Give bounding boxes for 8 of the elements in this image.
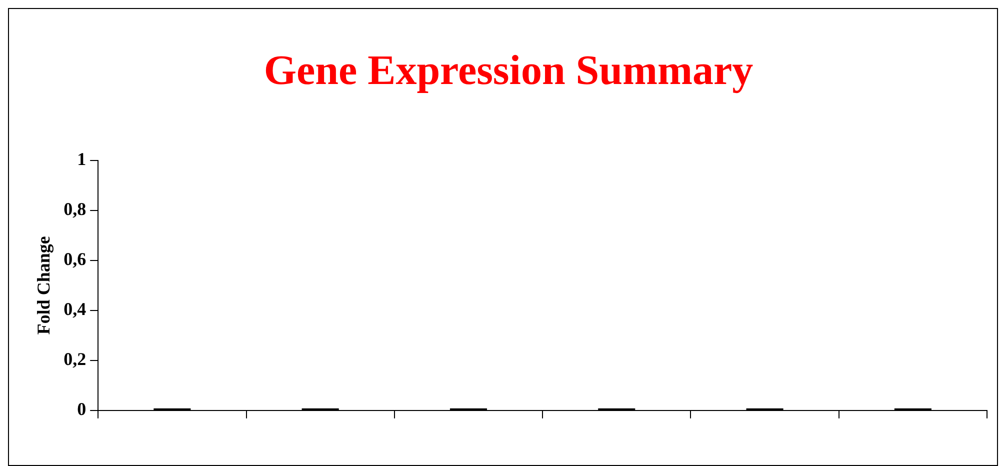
y-tick-label: 0,2 bbox=[64, 349, 86, 370]
y-tick-label: 0,4 bbox=[64, 299, 86, 320]
y-tick-label: 0 bbox=[77, 399, 86, 420]
y-axis-title: Fold Change bbox=[33, 236, 54, 335]
y-tick-label: 0,8 bbox=[64, 199, 86, 220]
y-tick-label: 1 bbox=[77, 149, 86, 170]
chart-title: Gene Expression Summary bbox=[264, 48, 754, 94]
y-tick-label: 0,6 bbox=[64, 249, 86, 270]
